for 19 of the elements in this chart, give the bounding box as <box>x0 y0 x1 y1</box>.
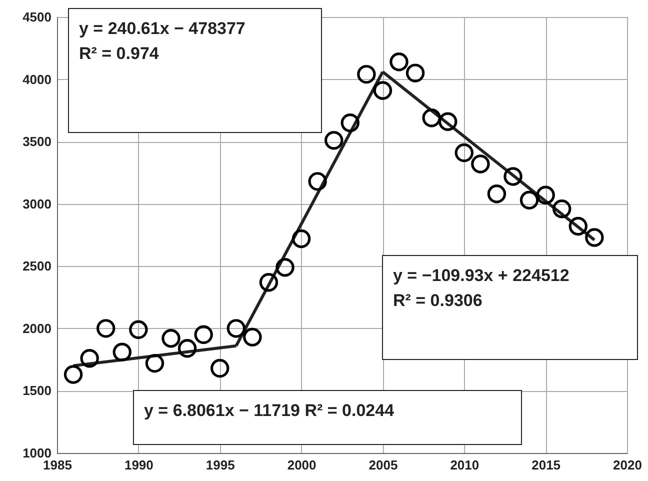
x-tick-label: 1995 <box>206 458 235 472</box>
x-tick-label: 2020 <box>613 458 642 472</box>
x-tick-label: 2000 <box>287 458 316 472</box>
equation-box: y = 240.61x − 478377 R² = 0.974 <box>68 8 322 133</box>
y-tick-label: 1500 <box>22 383 52 398</box>
x-tick-label: 1990 <box>124 458 154 472</box>
y-tick-label: 2500 <box>22 258 52 274</box>
x-tick-label: 2005 <box>368 458 398 472</box>
equation-box: y = 6.8061x − 11719 R² = 0.0244 <box>133 390 522 445</box>
y-tick-label: 4500 <box>22 10 52 24</box>
x-tick-label: 1985 <box>43 458 72 472</box>
y-tick-label: 2000 <box>22 320 52 336</box>
equation-box: y = −109.93x + 224512 R² = 0.9306 <box>382 255 638 360</box>
y-tick-label: 3000 <box>22 196 52 212</box>
y-tick-label: 3500 <box>22 134 52 150</box>
y-tick-label: 1000 <box>22 446 52 460</box>
y-tick-label: 4000 <box>22 72 52 87</box>
x-tick-label: 2010 <box>450 458 480 472</box>
x-tick-label: 2015 <box>532 458 561 472</box>
